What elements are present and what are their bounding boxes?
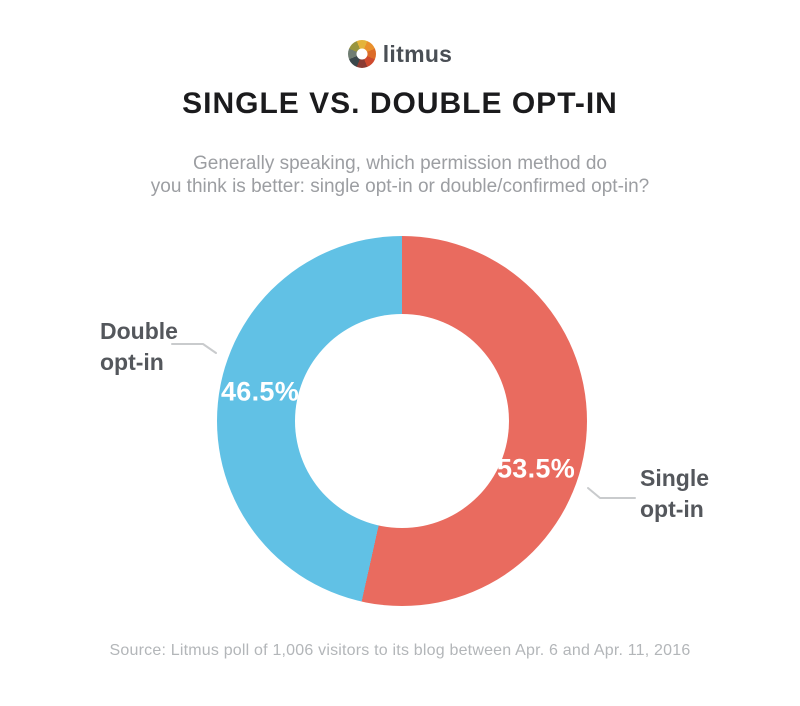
double-optin-label-line-1: Double [100,318,178,344]
single-optin-value-label: 53.5% [496,453,576,484]
callout-line-double [171,343,217,354]
poll-question-line-2: you think is better: single opt-in or do… [150,176,650,197]
colorwheel-hole [356,48,368,60]
donut-chart [217,236,587,606]
page-title: SINGLE VS. DOUBLE OPT-IN [182,87,618,120]
single-optin-label-line-1: Single [640,465,710,491]
litmus-colorwheel-icon [347,40,376,68]
source-note: Source: Litmus poll of 1,006 visitors to… [109,642,691,659]
double-optin-label-line-2: opt-in [100,349,164,375]
poll-question: Generally speaking, which permission met… [0,152,800,198]
litmus-wordmark: litmus [382,41,453,67]
double-optin-label: Double opt-in [100,316,178,378]
callout-line-single [587,487,636,499]
double-optin-value-label: 46.5% [220,376,300,407]
poll-question-line-1: Generally speaking, which permission met… [193,153,607,174]
litmus-logo: litmus [0,40,800,68]
donut-hole [295,314,509,528]
single-optin-label-line-2: opt-in [640,496,704,522]
single-optin-label: Single opt-in [640,463,709,525]
